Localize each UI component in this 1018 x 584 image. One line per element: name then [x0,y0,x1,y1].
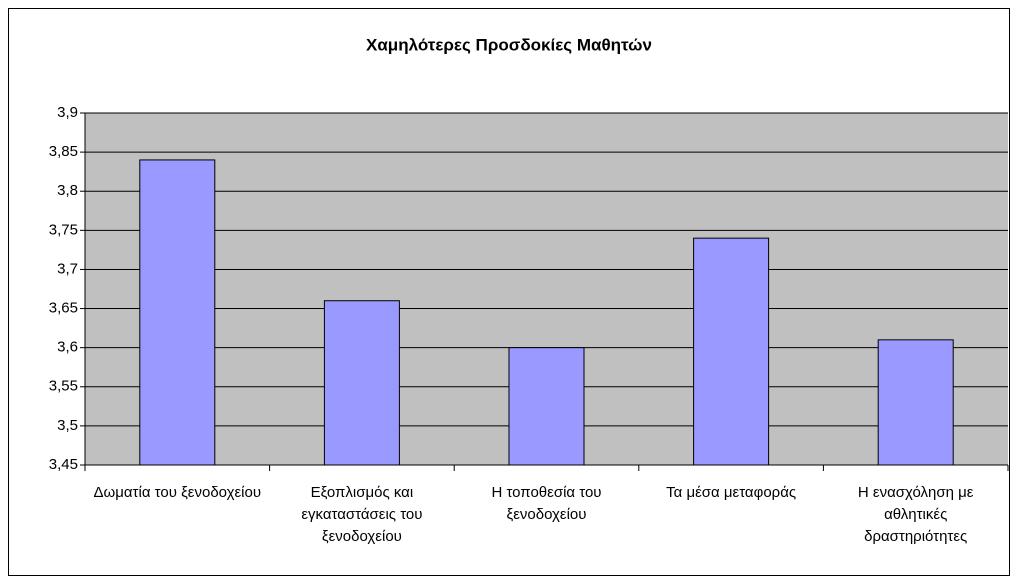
chart-title: Χαμηλότερες Προσδοκίες Μαθητών [366,35,652,54]
y-tick-label: 3,45 [49,456,78,473]
y-tick-label: 3,75 [49,221,78,238]
y-tick-label: 3,7 [57,260,78,277]
y-tick-label: 3,5 [57,417,78,434]
bar [508,347,585,466]
x-tick-label: Η τοποθεσία του ξενοδοχείου [491,484,602,523]
bar [323,300,400,466]
y-tick-label: 3,9 [57,104,78,121]
x-tick-label: Η ενασχόληση με αθλητικές δραστηριότητες [857,484,974,545]
y-tick-label: 3,55 [49,378,78,395]
bar [139,159,216,466]
y-tick-label: 3,85 [49,143,78,160]
y-tick-label: 3,6 [57,339,78,356]
bar [877,339,954,466]
x-tick-label: Δωματία του ξενοδοχείου [93,484,262,501]
x-tick-label: Εξοπλισμός και εγκαταστάσεις του ξενοδοχ… [301,484,423,545]
x-tick-label: Τα μέσα μεταφοράς [666,484,797,501]
bar [693,237,770,466]
y-tick-label: 3,8 [57,182,78,199]
y-tick-label: 3,65 [49,300,78,317]
